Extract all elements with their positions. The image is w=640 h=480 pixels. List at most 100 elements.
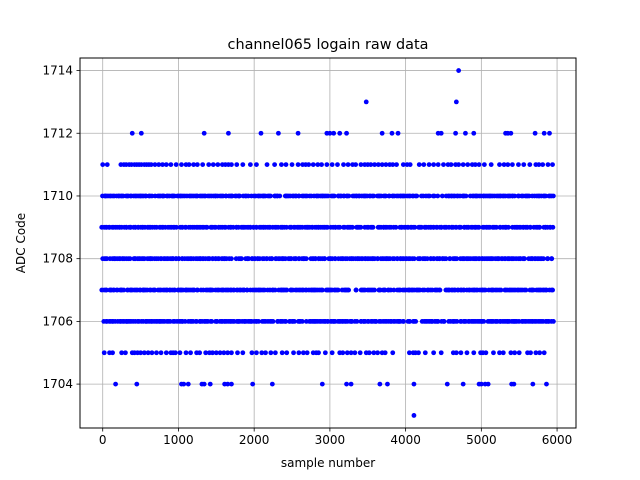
data-point — [413, 318, 419, 324]
data-point — [476, 162, 482, 168]
data-point — [121, 287, 127, 293]
data-point — [411, 413, 417, 418]
data-point — [213, 350, 219, 356]
data-point — [322, 350, 328, 356]
data-point — [138, 130, 144, 136]
data-point — [471, 350, 477, 356]
data-point — [254, 350, 259, 356]
data-point — [163, 162, 169, 168]
data-point — [506, 224, 511, 230]
data-point — [295, 130, 301, 136]
data-point — [239, 256, 244, 262]
data-point — [225, 381, 231, 387]
data-point — [194, 318, 200, 324]
data-point — [256, 318, 261, 324]
data-point — [200, 162, 206, 168]
data-point — [545, 256, 551, 262]
data-point — [174, 224, 179, 230]
data-point — [536, 162, 542, 168]
data-point — [183, 350, 189, 356]
x-tick-label: 5000 — [466, 433, 497, 447]
data-point — [221, 350, 227, 356]
data-point — [225, 350, 231, 356]
data-point — [505, 162, 511, 168]
data-point — [438, 350, 444, 356]
x-tick-label: 6000 — [542, 433, 573, 447]
data-point — [438, 130, 444, 136]
data-point — [541, 350, 547, 356]
data-point — [270, 318, 276, 324]
data-point — [532, 130, 538, 136]
data-point — [310, 162, 316, 168]
data-point — [152, 287, 158, 293]
data-point — [346, 193, 352, 199]
data-point — [371, 350, 377, 356]
data-point — [331, 130, 337, 136]
data-point — [550, 287, 556, 293]
data-point — [249, 350, 255, 356]
data-point — [530, 381, 536, 387]
data-point — [416, 162, 422, 168]
data-point — [345, 162, 351, 168]
data-point — [512, 193, 518, 199]
data-point — [443, 256, 449, 262]
data-point — [277, 193, 283, 199]
data-point — [424, 256, 430, 262]
data-point — [383, 162, 389, 168]
data-point — [460, 381, 466, 387]
data-point — [437, 287, 443, 293]
data-point — [458, 224, 464, 230]
data-point — [508, 350, 514, 356]
data-point — [353, 287, 359, 293]
data-point — [203, 350, 209, 356]
data-point — [254, 162, 259, 168]
data-point — [372, 162, 377, 168]
data-point — [344, 350, 350, 356]
data-point — [522, 256, 527, 262]
data-point — [500, 350, 506, 356]
data-point — [283, 162, 289, 168]
data-point — [483, 350, 489, 356]
data-point — [279, 350, 285, 356]
data-point — [390, 350, 396, 356]
data-point — [182, 318, 188, 324]
data-point — [337, 130, 343, 136]
data-point — [331, 193, 337, 199]
data-point — [547, 130, 552, 136]
data-point — [358, 224, 364, 230]
data-point — [327, 130, 333, 136]
data-point — [439, 193, 445, 199]
data-point — [191, 162, 196, 168]
data-point — [229, 350, 234, 356]
x-tick-label: 2000 — [239, 433, 270, 447]
data-point — [283, 318, 289, 324]
data-point — [304, 350, 310, 356]
data-point — [537, 224, 543, 230]
data-point — [545, 162, 551, 168]
data-point — [453, 350, 459, 356]
data-point — [411, 256, 417, 262]
data-point — [101, 350, 107, 356]
data-point — [272, 287, 278, 293]
data-point — [395, 130, 401, 136]
data-point — [441, 162, 446, 168]
data-point — [497, 350, 502, 356]
data-point — [306, 162, 312, 168]
data-point — [154, 350, 159, 356]
data-point — [229, 162, 234, 168]
data-point — [240, 162, 246, 168]
data-point — [373, 318, 379, 324]
data-point — [340, 350, 346, 356]
data-point — [217, 350, 223, 356]
data-point — [344, 381, 349, 387]
y-axis-label: ADC Code — [14, 213, 28, 273]
data-point — [284, 350, 290, 356]
data-point — [300, 350, 306, 356]
data-point — [348, 381, 354, 387]
data-point — [138, 350, 143, 356]
data-point — [431, 350, 437, 356]
data-point — [335, 287, 341, 293]
data-point — [319, 381, 325, 387]
y-tick-label: 1712 — [42, 126, 73, 140]
